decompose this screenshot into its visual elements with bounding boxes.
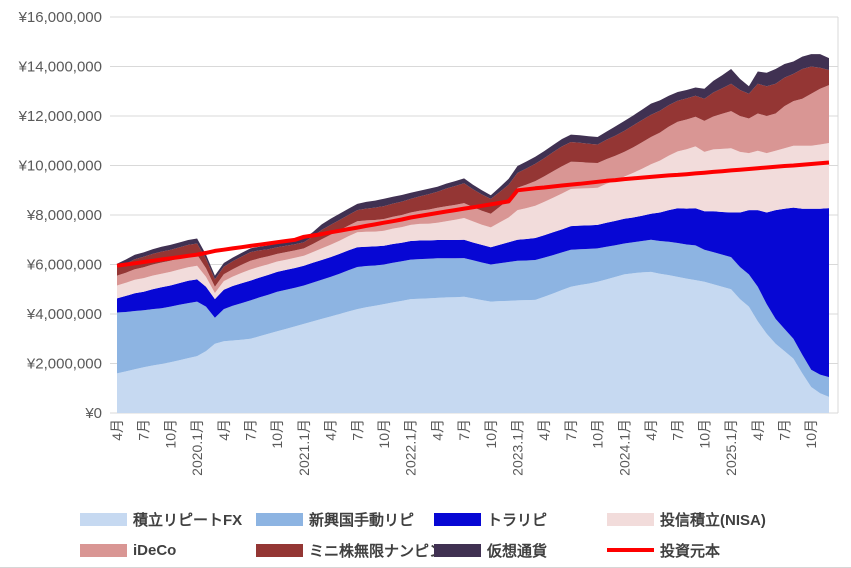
x-axis-tick-label: 2022.1月 [403, 419, 419, 476]
legend-label-fx_repeat: 積立リピートFX [133, 511, 243, 529]
legend-item-mini_kabu: ミニ株無限ナンピン [256, 540, 444, 560]
x-axis-tick-label: 4月 [536, 419, 552, 441]
legend-label-ideco: iDeCo [133, 541, 177, 559]
legend-item-principal: 投資元本 [607, 540, 720, 560]
legend-item-toraripi: トラリピ [434, 509, 547, 529]
legend-item-fx_repeat: 積立リピートFX [80, 509, 242, 529]
y-axis-tick-label: ¥4,000,000 [26, 306, 102, 323]
y-axis-tick-label: ¥14,000,000 [18, 59, 102, 76]
legend-swatch-nisa [607, 512, 654, 526]
x-axis-tick-label: 7月 [456, 419, 472, 441]
legend-swatch-ideco [80, 543, 127, 557]
legend-item-ideco: iDeCo [80, 540, 176, 560]
legend-swatch-fx_repeat [80, 512, 127, 526]
legend-item-emerging_repeat: 新興国手動リピ [256, 509, 414, 529]
y-axis-tick-label: ¥6,000,000 [26, 257, 102, 274]
x-axis-tick-label: 10月 [376, 419, 392, 449]
legend-label-crypto: 仮想通貨 [487, 542, 548, 560]
y-axis-tick-label: ¥10,000,000 [18, 158, 102, 175]
x-axis-tick-label: 10月 [590, 419, 606, 449]
area-nisa [117, 143, 829, 300]
x-axis-tick-label: 2021.1月 [296, 419, 312, 476]
legend-label-toraripi: トラリピ [487, 511, 548, 529]
legend-swatch-crypto [434, 543, 481, 557]
x-axis-tick-label: 2020.1月 [189, 419, 205, 476]
x-axis-tick-label: 10月 [803, 419, 819, 449]
principal-line [116, 160, 830, 268]
area-crypto [117, 54, 829, 280]
y-axis-tick-label: ¥0 [84, 405, 102, 422]
x-axis-tick-label: 10月 [269, 419, 285, 449]
legend-label-mini_kabu: ミニ株無限ナンピン [309, 542, 445, 560]
x-axis-tick-label: 4月 [323, 419, 339, 441]
legend-swatch-toraripi [434, 512, 481, 526]
chart-plot-area: ¥0 ¥2,000,000 ¥4,000,000 ¥6,000,000 ¥8,000,0… [18, 9, 839, 476]
x-axis-tick-label: 4月 [109, 419, 125, 441]
legend-item-crypto: 仮想通貨 [434, 540, 547, 560]
legend-label-emerging_repeat: 新興国手動リピ [309, 511, 415, 529]
x-axis-tick-label: 2025.1月 [723, 419, 739, 476]
x-axis-tick-label: 4月 [750, 419, 766, 441]
x-axis-tick-label: 2024.1月 [616, 419, 632, 476]
area-fx_repeat [117, 271, 829, 413]
area-emerging_repeat [117, 239, 829, 397]
area-mini_kabu [117, 66, 829, 287]
legend-label-principal: 投資元本 [660, 542, 721, 560]
y-axis-tick-label: ¥8,000,000 [26, 207, 102, 224]
x-axis-tick-label: 4月 [643, 419, 659, 441]
x-axis-tick-label: 4月 [216, 419, 232, 441]
x-axis-tick-label: 7月 [349, 419, 365, 441]
area-ideco [117, 85, 829, 293]
x-axis-tick-label: 2023.1月 [510, 419, 526, 476]
y-axis-tick-label: ¥2,000,000 [26, 356, 102, 373]
x-axis-tick-label: 10月 [483, 419, 499, 449]
y-axis-tick-label: ¥16,000,000 [18, 9, 102, 26]
x-axis-tick-label: 7月 [563, 419, 579, 441]
x-axis-tick-label: 7月 [136, 419, 152, 441]
legend-swatch-mini_kabu [256, 543, 303, 557]
x-axis-tick-label: 7月 [777, 419, 793, 441]
x-axis-tick-label: 7月 [243, 419, 259, 441]
legend-swatch-principal [607, 548, 654, 552]
legend-label-nisa: 投信積立(NISA) [660, 511, 766, 529]
legend-swatch-emerging_repeat [256, 512, 303, 526]
area-toraripi [117, 207, 829, 378]
legend-item-nisa: 投信積立(NISA) [607, 509, 766, 529]
x-axis-tick-label: 4月 [429, 419, 445, 441]
x-axis-tick-label: 10月 [696, 419, 712, 449]
y-axis-tick-label: ¥12,000,000 [18, 108, 102, 125]
x-axis-tick-label: 7月 [670, 419, 686, 441]
x-axis-tick-label: 10月 [162, 419, 178, 449]
